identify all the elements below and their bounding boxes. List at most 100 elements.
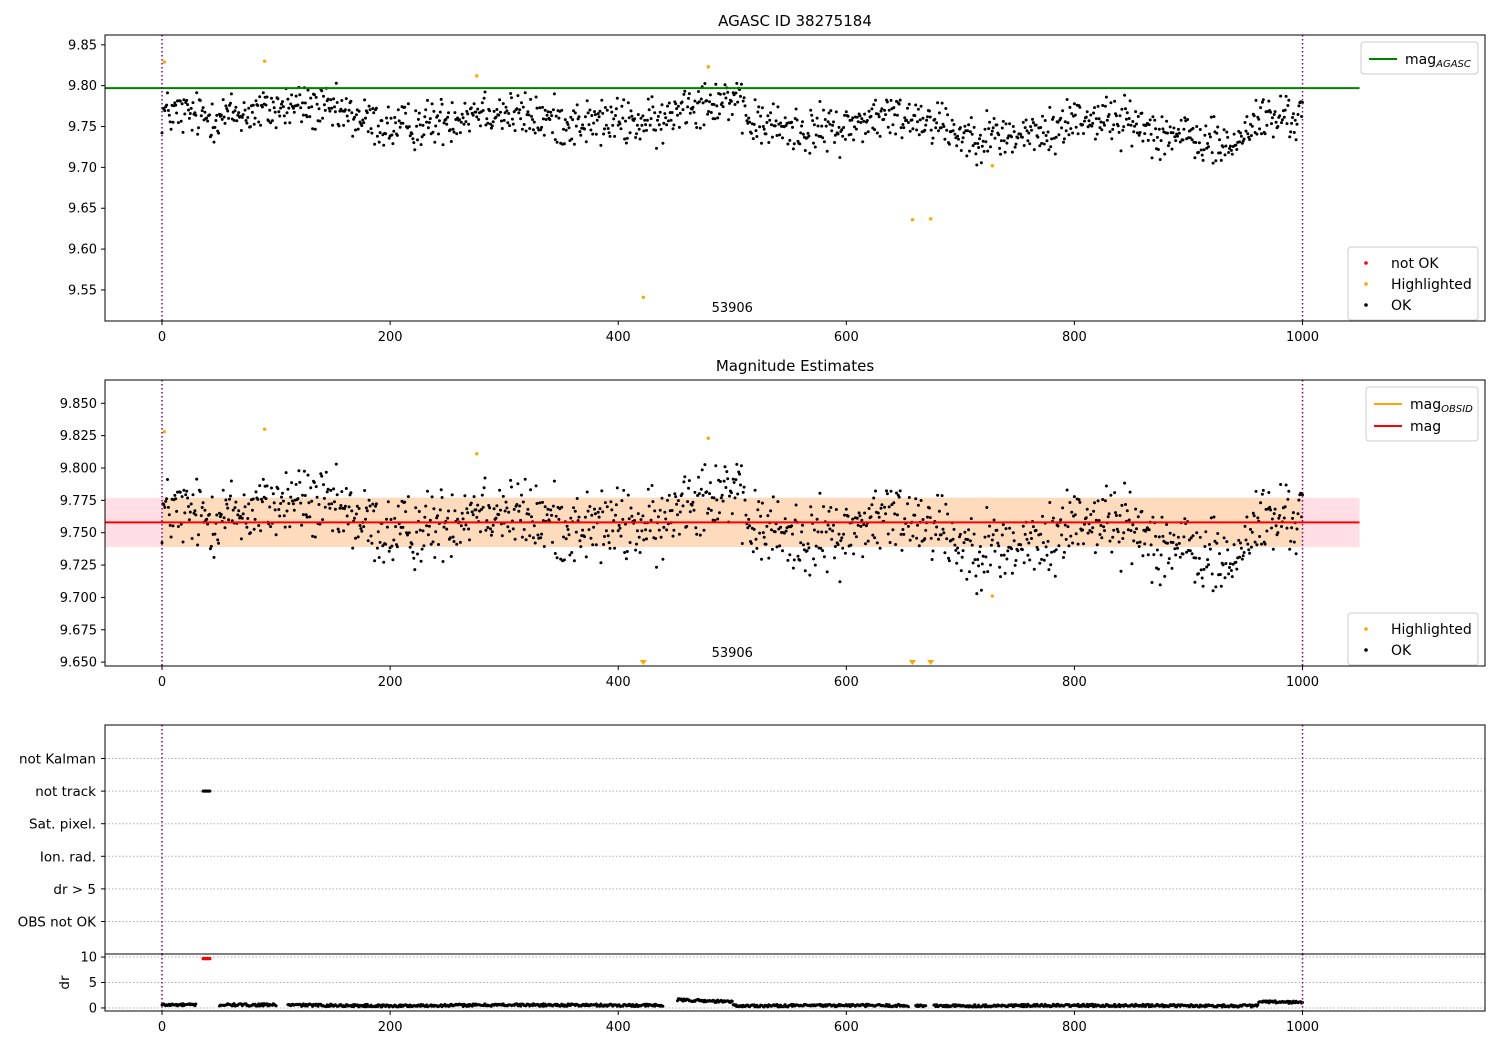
ok-point bbox=[840, 128, 844, 132]
ok-point bbox=[431, 130, 435, 134]
ok-point bbox=[620, 104, 624, 108]
ok-point bbox=[178, 490, 182, 494]
ok-point bbox=[382, 560, 386, 564]
ok-point bbox=[162, 503, 166, 507]
ok-point bbox=[220, 117, 224, 121]
ok-point bbox=[915, 128, 919, 132]
ok-point bbox=[968, 570, 971, 574]
ok-point bbox=[1097, 519, 1101, 522]
ok-point bbox=[1124, 107, 1127, 111]
ok-point bbox=[574, 124, 578, 128]
ok-point bbox=[1046, 130, 1050, 134]
ok-point bbox=[557, 116, 561, 120]
ok-point bbox=[503, 111, 507, 115]
ok-point bbox=[199, 114, 203, 118]
ok-point bbox=[480, 493, 484, 497]
ok-point bbox=[1200, 576, 1204, 580]
ok-point bbox=[527, 113, 531, 117]
ok-point bbox=[894, 132, 898, 136]
ok-point bbox=[1122, 125, 1126, 129]
ok-point bbox=[464, 120, 468, 124]
ok-point bbox=[494, 516, 498, 520]
ok-point bbox=[323, 505, 327, 509]
ok-point bbox=[264, 103, 268, 107]
ok-point bbox=[712, 496, 716, 500]
ok-point bbox=[441, 143, 445, 147]
ok-point bbox=[412, 141, 416, 145]
ok-point bbox=[601, 510, 605, 514]
ok-point bbox=[791, 125, 794, 129]
ok-point bbox=[1054, 548, 1058, 552]
ok-point bbox=[621, 517, 625, 521]
ok-point bbox=[459, 120, 463, 124]
ok-point bbox=[1295, 527, 1299, 531]
dr-point bbox=[924, 1004, 928, 1008]
ok-point bbox=[761, 125, 765, 128]
ok-point bbox=[1152, 553, 1156, 557]
ok-point bbox=[598, 507, 602, 511]
ok-point bbox=[1070, 112, 1074, 116]
ok-point bbox=[562, 142, 566, 146]
ok-point bbox=[874, 489, 877, 493]
ok-point bbox=[613, 134, 617, 138]
ok-point bbox=[603, 501, 607, 505]
ok-point bbox=[716, 517, 720, 521]
ok-point bbox=[664, 517, 668, 521]
ok-point bbox=[1109, 493, 1113, 497]
ok-point bbox=[1152, 138, 1156, 142]
ok-point bbox=[630, 114, 634, 118]
ok-point bbox=[418, 528, 422, 532]
ok-point bbox=[1252, 514, 1256, 518]
ok-point bbox=[588, 108, 592, 112]
ok-point bbox=[1239, 134, 1243, 138]
ok-point bbox=[1284, 94, 1288, 98]
ok-point bbox=[463, 494, 467, 498]
ok-point bbox=[475, 515, 479, 519]
ok-point bbox=[637, 535, 641, 539]
ok-point bbox=[1028, 558, 1032, 562]
ok-point bbox=[555, 140, 559, 144]
ok-point bbox=[673, 492, 677, 496]
ok-point bbox=[281, 499, 285, 503]
ok-point bbox=[867, 109, 871, 113]
ok-point bbox=[1218, 573, 1222, 576]
ok-point bbox=[1028, 142, 1032, 146]
ok-point bbox=[607, 541, 611, 545]
ok-point bbox=[226, 506, 230, 510]
ok-point bbox=[1291, 516, 1294, 520]
ok-point bbox=[928, 516, 932, 520]
ok-point bbox=[863, 511, 867, 515]
ok-point bbox=[510, 485, 513, 489]
ok-point bbox=[1099, 120, 1103, 124]
ok-point bbox=[536, 533, 540, 537]
panel4-xtick-label: 1000 bbox=[1286, 1020, 1319, 1035]
ok-point bbox=[885, 489, 888, 493]
ok-point bbox=[833, 141, 836, 144]
ok-point bbox=[1155, 135, 1159, 139]
ok-point bbox=[831, 123, 835, 127]
ok-point bbox=[168, 120, 172, 124]
ok-point bbox=[426, 126, 430, 130]
ok-point bbox=[330, 502, 334, 506]
ok-point bbox=[905, 118, 908, 122]
ok-point bbox=[608, 546, 612, 550]
dr-point bbox=[274, 1004, 278, 1008]
ok-point bbox=[837, 532, 841, 536]
ok-point bbox=[1023, 532, 1027, 536]
ok-point bbox=[540, 532, 544, 536]
ok-point bbox=[923, 128, 927, 132]
ok-point bbox=[367, 104, 371, 108]
ok-point bbox=[579, 545, 583, 549]
ok-point bbox=[426, 98, 429, 102]
ok-point bbox=[1026, 139, 1030, 143]
ok-point bbox=[530, 114, 533, 118]
ok-point bbox=[1221, 145, 1225, 149]
ok-point bbox=[1136, 115, 1140, 118]
panel2-ytick-label: 9.750 bbox=[60, 526, 97, 541]
panel4-xtick-label: 800 bbox=[1062, 1020, 1087, 1035]
ok-point bbox=[291, 106, 295, 110]
ok-point bbox=[677, 532, 681, 536]
ok-point bbox=[812, 557, 815, 561]
ok-point bbox=[624, 141, 628, 145]
ok-point bbox=[667, 493, 671, 497]
